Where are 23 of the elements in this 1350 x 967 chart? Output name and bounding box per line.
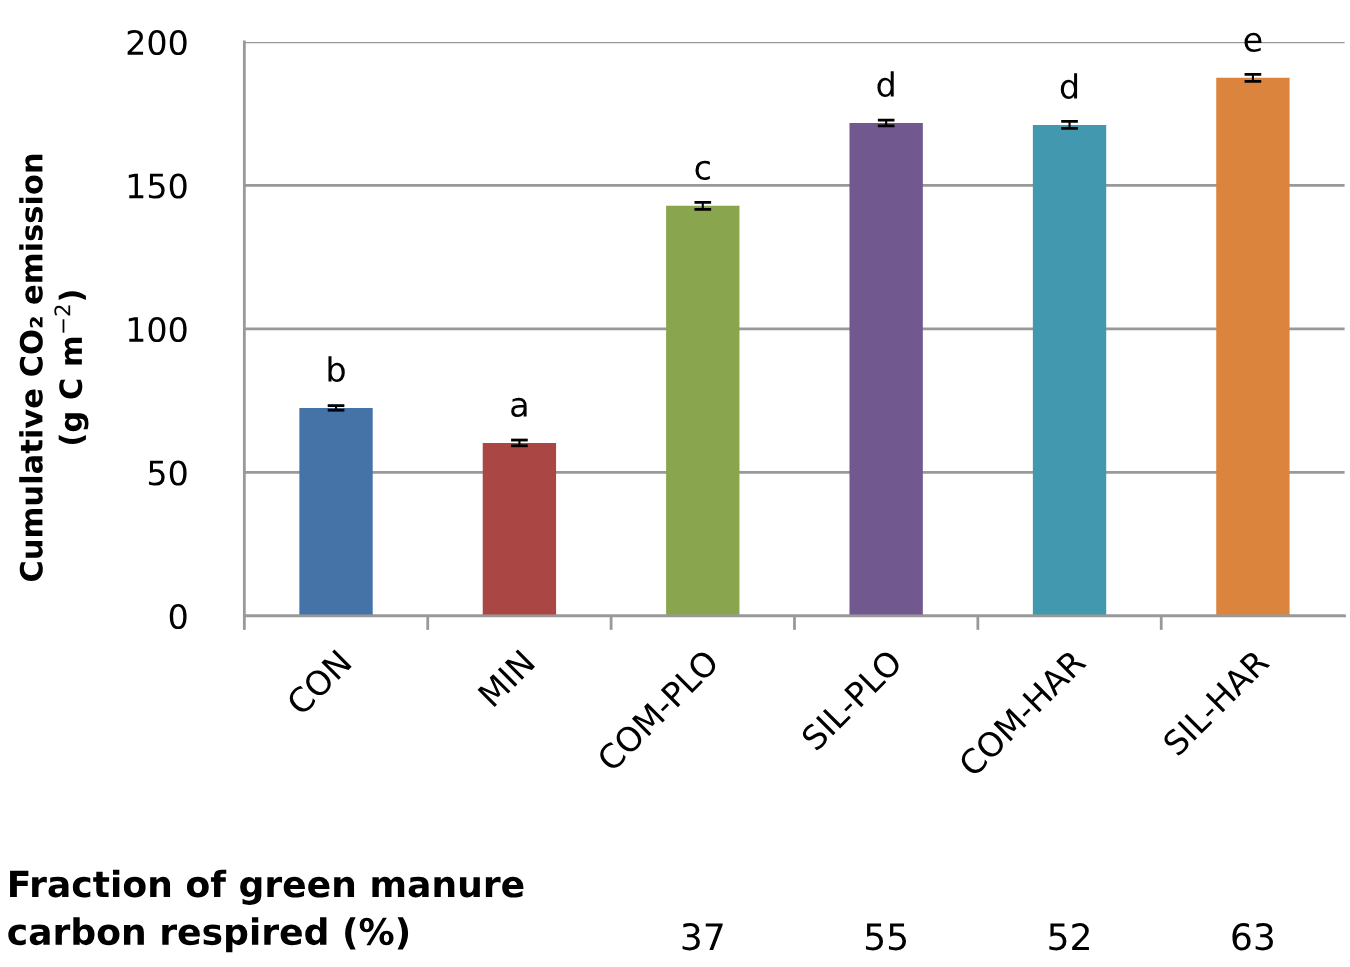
text: 37 bbox=[682, 923, 723, 951]
bar bbox=[666, 205, 740, 616]
annotation: e bbox=[1244, 32, 1262, 52]
bar bbox=[849, 122, 923, 616]
annotation: d bbox=[877, 71, 894, 97]
annotation: d bbox=[1060, 73, 1078, 100]
text: 63 bbox=[1232, 923, 1273, 951]
annotation: b bbox=[328, 356, 345, 382]
y-tick-label: 50 bbox=[148, 460, 187, 486]
annotation: c bbox=[695, 160, 710, 180]
bar bbox=[482, 442, 557, 616]
y-axis-title: Cumulative CO₂ emission (g C m$^{−2}$) bbox=[19, 154, 89, 582]
text: Fraction of green manure carbon respired (%) bbox=[8, 869, 524, 953]
bar bbox=[1032, 124, 1107, 616]
y-tick-label: 100 bbox=[128, 316, 187, 343]
text: 55 bbox=[865, 923, 906, 951]
y-tick-label: 200 bbox=[127, 29, 187, 56]
bar bbox=[299, 407, 373, 616]
text: 52 bbox=[1049, 923, 1089, 951]
bar bbox=[1216, 77, 1290, 616]
y-tick-label: 150 bbox=[128, 173, 187, 199]
annotation: a bbox=[511, 397, 527, 418]
y-tick-label: 0 bbox=[169, 603, 187, 630]
